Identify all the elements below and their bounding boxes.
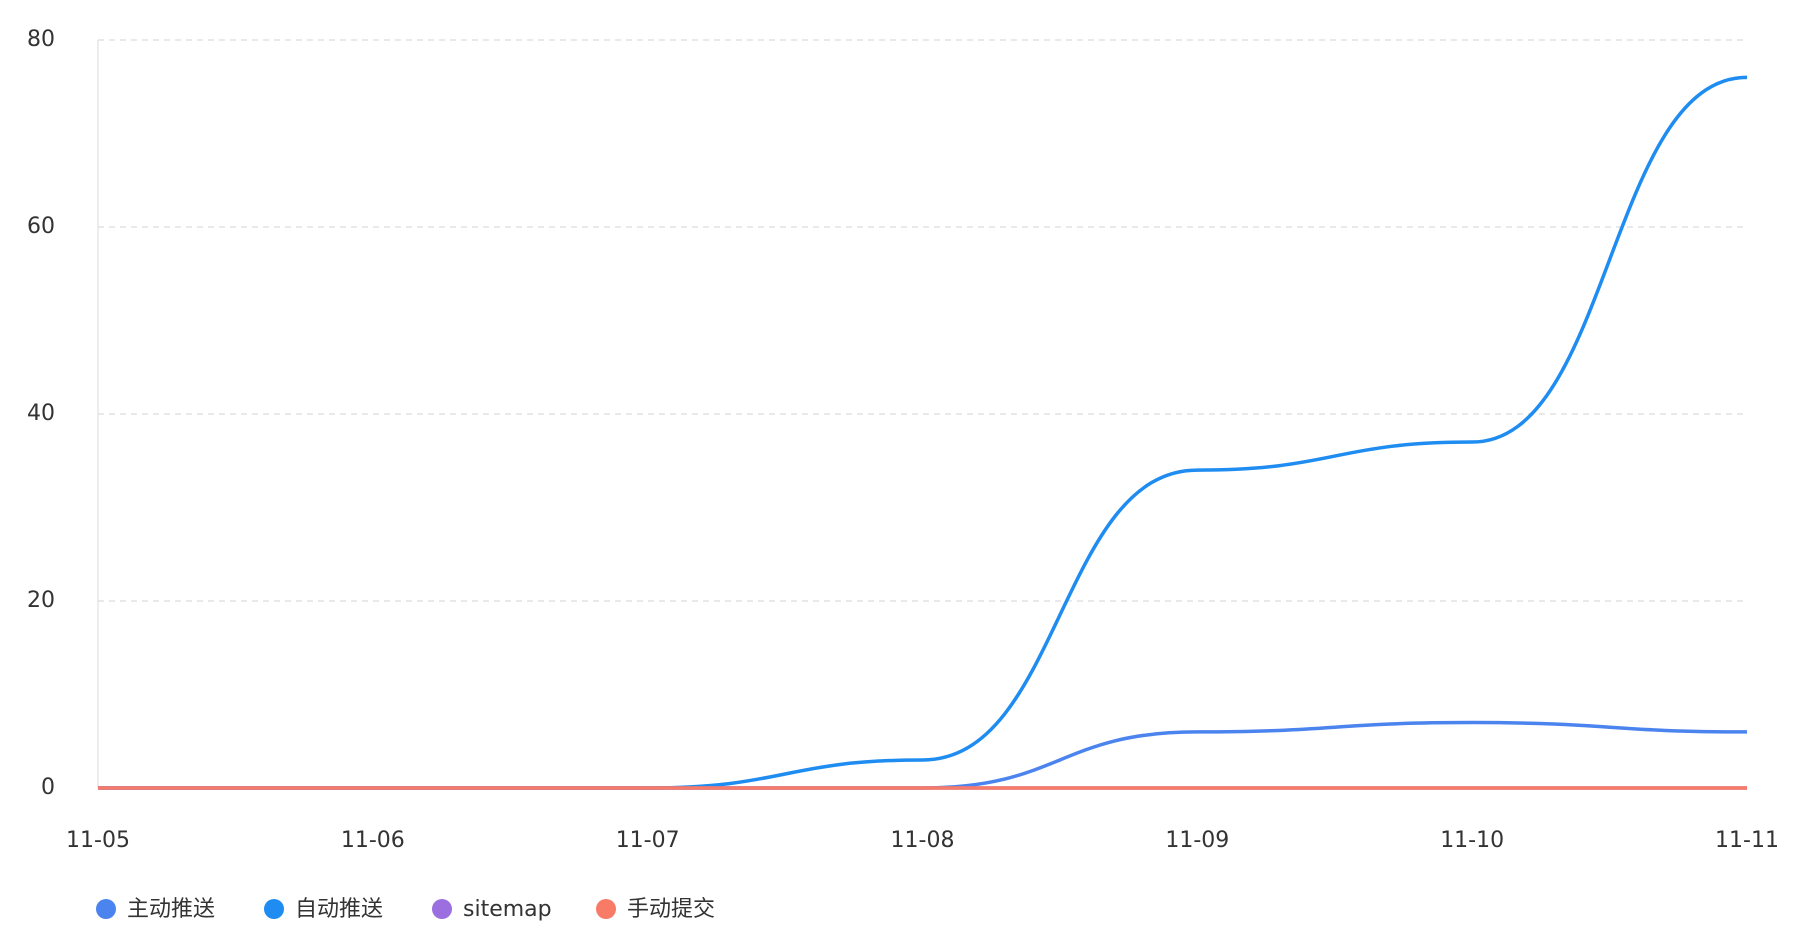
legend-marker bbox=[596, 899, 616, 919]
y-tick-label: 20 bbox=[27, 588, 55, 613]
legend-marker bbox=[264, 899, 284, 919]
legend-marker bbox=[432, 899, 452, 919]
legend-item[interactable]: sitemap bbox=[432, 897, 552, 922]
legend-marker bbox=[96, 899, 116, 919]
y-tick-label: 80 bbox=[27, 27, 55, 52]
y-tick-label: 0 bbox=[41, 775, 55, 800]
legend-label: 主动推送 bbox=[127, 897, 215, 922]
legend-label: 手动提交 bbox=[627, 897, 715, 922]
x-tick-label: 11-08 bbox=[891, 828, 955, 853]
y-tick-label: 40 bbox=[27, 401, 55, 426]
series-line bbox=[98, 75, 1748, 790]
x-tick-label: 11-09 bbox=[1165, 828, 1229, 853]
legend-item[interactable]: 主动推送 bbox=[96, 897, 215, 922]
legend-item[interactable]: 自动推送 bbox=[264, 897, 383, 922]
legend-label: sitemap bbox=[463, 897, 552, 922]
series-line bbox=[98, 720, 1748, 790]
legend-label: 自动推送 bbox=[295, 897, 383, 922]
legend-item[interactable]: 手动提交 bbox=[596, 897, 715, 922]
x-tick-label: 11-05 bbox=[66, 828, 130, 853]
x-tick-label: 11-06 bbox=[341, 828, 405, 853]
x-tick-label: 11-07 bbox=[616, 828, 680, 853]
x-tick-label: 11-10 bbox=[1440, 828, 1504, 853]
y-tick-label: 60 bbox=[27, 214, 55, 239]
x-tick-label: 11-11 bbox=[1715, 828, 1779, 853]
